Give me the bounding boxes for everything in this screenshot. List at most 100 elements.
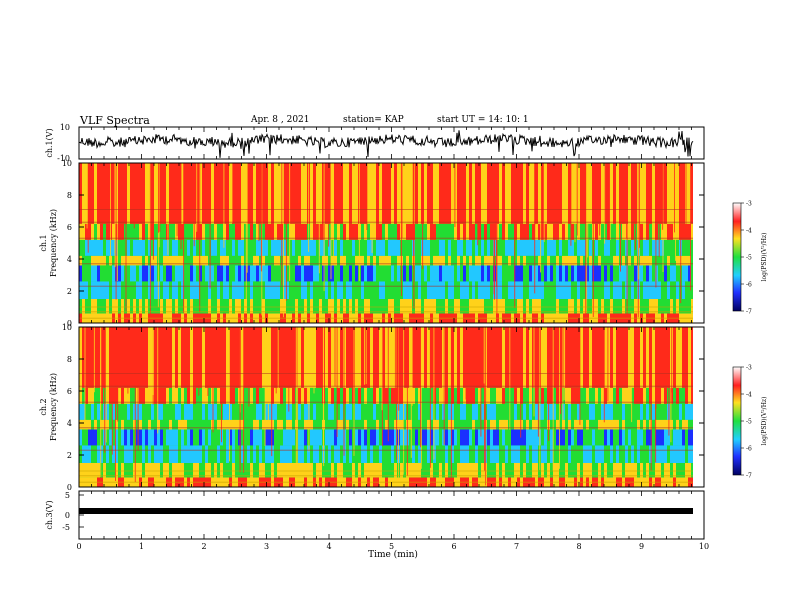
spectrogram-cell	[463, 429, 466, 446]
spectrogram-cell	[406, 163, 409, 224]
spectrogram-cell	[670, 387, 673, 404]
spectrogram-cell	[163, 265, 166, 282]
spectrogram-cell	[430, 299, 433, 314]
spectrogram-cell	[325, 255, 328, 266]
spectrogram-cell	[151, 387, 154, 404]
spectrogram-cell	[100, 239, 103, 256]
spectrogram-cell	[388, 299, 391, 314]
spectrogram-cell	[439, 327, 442, 388]
spectrogram-cell	[79, 265, 82, 282]
spectrogram-streak	[180, 163, 182, 250]
spectrogram-cell	[523, 445, 526, 463]
spectrogram-cell	[550, 327, 553, 388]
spectrogram-cell	[181, 281, 184, 299]
spectrogram-cell	[160, 327, 163, 388]
spectrogram-cell	[691, 223, 694, 240]
spectrogram-cell	[235, 463, 238, 478]
spectrogram-cell	[433, 281, 436, 299]
spectrogram-cell	[181, 419, 184, 430]
spectrogram-cell	[157, 429, 160, 446]
spectrogram-cell	[136, 419, 139, 430]
spectrogram-cell	[313, 255, 316, 266]
spectrogram-cell	[541, 387, 544, 404]
spectrogram-cell	[436, 239, 439, 256]
spectrogram-cell	[454, 327, 457, 388]
date-label: Apr. 8 , 2021	[251, 115, 310, 125]
spectrogram-cell	[337, 327, 340, 388]
spectrogram-cell	[424, 419, 427, 430]
spectrogram-cell	[481, 265, 484, 282]
spectrogram-cell	[244, 281, 247, 299]
spectrogram-cell	[598, 419, 601, 430]
spectrogram-cell	[565, 387, 568, 404]
spectrogram-cell	[253, 445, 256, 463]
spectrogram-cell	[109, 419, 112, 430]
spectrogram-streak	[626, 163, 628, 239]
ytick-label: 2	[67, 451, 72, 460]
spectrogram-cell	[163, 163, 166, 224]
spectrogram-cell	[439, 429, 442, 446]
spectrogram-cell	[688, 299, 691, 314]
spectrogram-cell	[277, 299, 280, 314]
spectrogram-cell	[538, 223, 541, 240]
ytick-label: 10	[62, 323, 72, 332]
spectrogram-cell	[520, 223, 523, 240]
spectrogram-ch1	[79, 163, 704, 323]
spectrogram-cell	[226, 265, 229, 282]
spectrogram-cell	[439, 163, 442, 224]
spectrogram-streak	[400, 163, 402, 296]
spectrogram-cell	[295, 265, 298, 282]
spectrogram-cell	[79, 387, 82, 404]
spectrogram-cell	[256, 281, 259, 299]
spectrogram-cell	[544, 327, 547, 388]
spectrogram-cell	[418, 255, 421, 266]
spectrogram-cell	[484, 265, 487, 282]
spectrogram-cell	[271, 163, 274, 224]
spectrogram-cell	[505, 419, 508, 430]
spectrogram-cell	[676, 239, 679, 256]
spectrogram-cell	[409, 445, 412, 463]
spectrogram-cell	[535, 387, 538, 404]
spectrogram-cell	[334, 299, 337, 314]
spectrogram-cell	[421, 403, 424, 420]
spectrogram-cell	[340, 403, 343, 420]
spectrogram-cell	[370, 403, 373, 420]
spectrogram-cell	[295, 239, 298, 256]
spectrogram-cell	[550, 255, 553, 266]
spectrogram-cell	[418, 239, 421, 256]
spectrogram-cell	[691, 463, 694, 478]
spectrogram-cell	[586, 281, 589, 299]
spectrogram-cell	[568, 327, 571, 388]
spectrogram-cell	[316, 403, 319, 420]
spectrogram-cell	[310, 327, 313, 388]
spectrogram-cell	[472, 281, 475, 299]
spectrogram-cell	[178, 429, 181, 446]
spectrogram-cell	[136, 403, 139, 420]
spectrogram-cell	[139, 403, 142, 420]
spectrogram-cell	[571, 429, 574, 446]
spectrogram-cell	[262, 387, 265, 404]
spectrogram-cell	[595, 387, 598, 404]
spectrogram-cell	[298, 463, 301, 478]
spectrogram-cell	[418, 445, 421, 463]
spectrogram-cell	[178, 223, 181, 240]
spectrogram-cell	[127, 327, 130, 388]
spectrogram-cell	[331, 387, 334, 404]
spectrogram-cell	[580, 223, 583, 240]
spectrogram-cell	[232, 255, 235, 266]
spectrogram-cell	[172, 419, 175, 430]
spectrogram-cell	[664, 387, 667, 404]
spectrogram-cell	[331, 327, 334, 388]
spectrogram-cell	[325, 163, 328, 224]
spectrogram-cell	[403, 419, 406, 430]
spectrogram-cell	[313, 403, 316, 420]
spectrogram-cell	[415, 419, 418, 430]
spectrogram-cell	[199, 255, 202, 266]
spectrogram-cell	[547, 255, 550, 266]
spectrogram-cell	[127, 265, 130, 282]
spectrogram-cell	[532, 255, 535, 266]
spectrogram-cell	[514, 255, 517, 266]
spectrogram-cell	[226, 327, 229, 388]
spectrogram-cell	[181, 239, 184, 256]
spectrogram-cell	[232, 327, 235, 388]
